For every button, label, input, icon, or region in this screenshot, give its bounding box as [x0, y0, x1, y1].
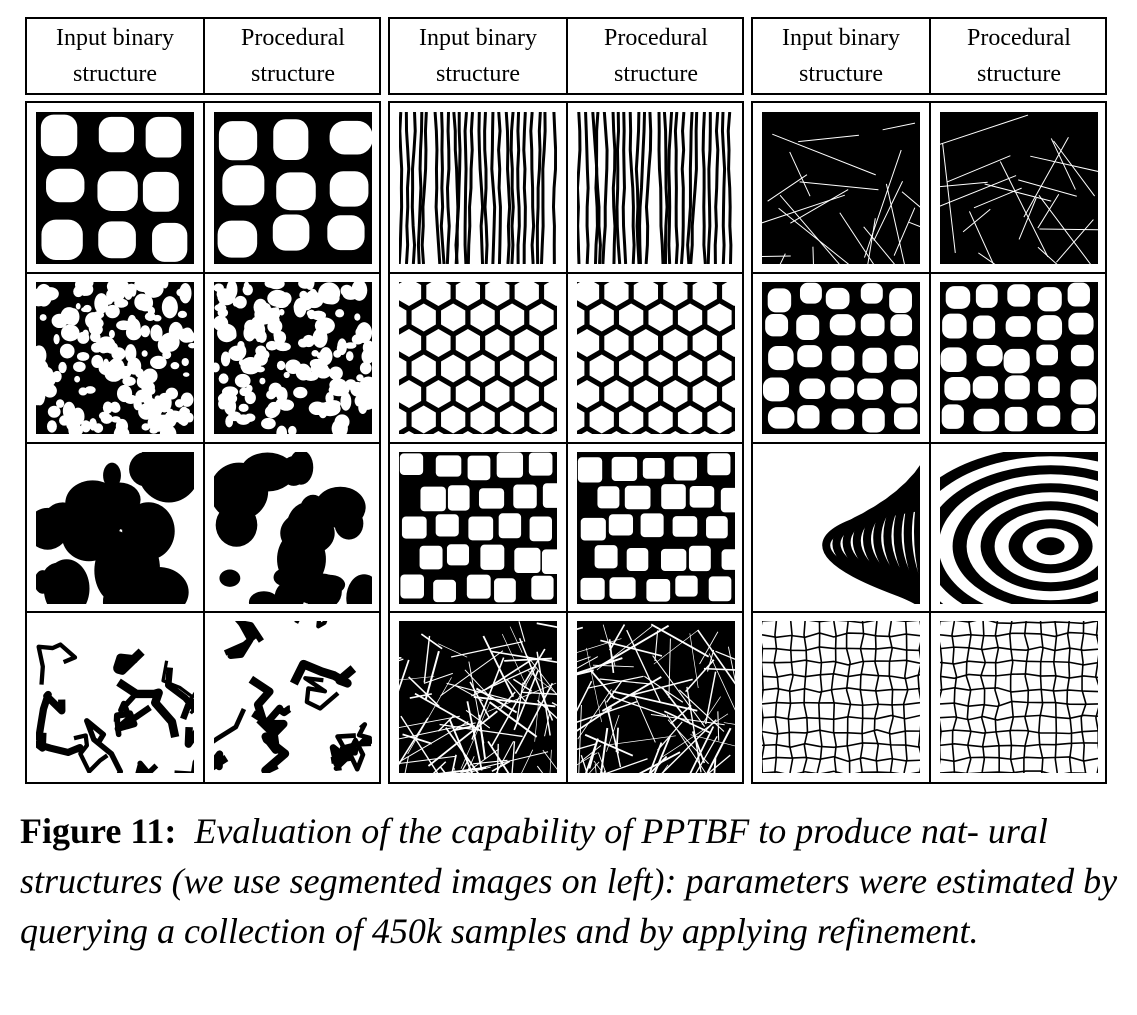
procedural-structure-image: [940, 621, 1098, 774]
header-proc-line2: structure: [614, 61, 698, 87]
header-input-line1: Input binary: [782, 25, 900, 51]
texture-thumbnail: [762, 112, 920, 264]
procedural-structure-image: [577, 281, 735, 434]
header-input: Input binary structure: [27, 19, 203, 93]
texture-thumbnail: [940, 451, 1098, 604]
texture-thumbnail: [36, 112, 194, 264]
header-proc-line1: Procedural: [241, 25, 345, 51]
texture-thumbnail: [36, 281, 194, 434]
panel-header: Input binary structure Procedural struct…: [388, 17, 744, 95]
texture-thumbnail: [399, 112, 557, 264]
procedural-structure-image: [577, 451, 735, 604]
grid-row-divider: [390, 441, 742, 444]
header-procedural: Procedural structure: [205, 19, 381, 93]
input-structure-image: [762, 621, 920, 774]
grid-row-divider: [753, 271, 1105, 274]
procedural-structure-image: [214, 281, 372, 434]
texture-thumbnail: [399, 451, 557, 604]
grid-row-divider: [753, 611, 1105, 614]
procedural-structure-image: [940, 112, 1098, 264]
panel-header: Input binary structure Procedural struct…: [751, 17, 1107, 95]
panel-3: Input binary structure Procedural struct…: [751, 17, 1107, 784]
grid-row-divider: [390, 611, 742, 614]
figure-caption: Figure 11: Evaluation of the capability …: [20, 806, 1120, 956]
procedural-structure-image: [577, 621, 735, 774]
texture-thumbnail: [399, 281, 557, 434]
input-structure-image: [36, 281, 194, 434]
header-procedural: Procedural structure: [568, 19, 744, 93]
procedural-structure-image: [940, 451, 1098, 604]
input-structure-image: [399, 621, 557, 774]
input-structure-image: [762, 451, 920, 604]
header-proc-line2: structure: [977, 61, 1061, 87]
procedural-structure-image: [214, 621, 372, 774]
procedural-structure-image: [214, 451, 372, 604]
header-input-line2: structure: [73, 61, 157, 87]
texture-thumbnail: [214, 451, 372, 604]
procedural-structure-image: [940, 281, 1098, 434]
texture-thumbnail: [577, 281, 735, 434]
texture-thumbnail: [36, 621, 194, 774]
caption-label: Figure 11:: [20, 811, 177, 851]
header-input-line1: Input binary: [56, 25, 174, 51]
grid-row-divider: [27, 271, 379, 274]
texture-thumbnail: [577, 451, 735, 604]
procedural-structure-image: [214, 112, 372, 264]
panel-1: Input binary structure Procedural struct…: [25, 17, 381, 784]
texture-thumbnail: [940, 112, 1098, 264]
texture-thumbnail: [399, 621, 557, 774]
texture-thumbnail: [214, 621, 372, 774]
texture-thumbnail: [762, 451, 920, 604]
texture-thumbnail: [577, 621, 735, 774]
panel-header: Input binary structure Procedural struct…: [25, 17, 381, 95]
texture-thumbnail: [577, 112, 735, 264]
input-structure-image: [762, 281, 920, 434]
texture-thumbnail: [214, 112, 372, 264]
input-structure-image: [399, 281, 557, 434]
header-proc-line1: Procedural: [967, 25, 1071, 51]
texture-thumbnail: [36, 451, 194, 604]
header-input-line2: structure: [799, 61, 883, 87]
grid-row-divider: [27, 441, 379, 444]
panel-2: Input binary structure Procedural struct…: [388, 17, 744, 784]
header-input: Input binary structure: [753, 19, 929, 93]
input-structure-image: [36, 112, 194, 264]
grid-row-divider: [27, 611, 379, 614]
input-structure-image: [36, 451, 194, 604]
caption-text: Evaluation of the capability of PPTBF to…: [20, 811, 1118, 951]
header-input-line1: Input binary: [419, 25, 537, 51]
header-input-line2: structure: [436, 61, 520, 87]
texture-thumbnail: [940, 621, 1098, 774]
header-input: Input binary structure: [390, 19, 566, 93]
panel-grid: [25, 101, 381, 784]
panel-grid: [751, 101, 1107, 784]
grid-row-divider: [390, 271, 742, 274]
header-proc-line1: Procedural: [604, 25, 708, 51]
texture-thumbnail: [214, 281, 372, 434]
panel-grid: [388, 101, 744, 784]
texture-thumbnail: [762, 621, 920, 774]
procedural-structure-image: [577, 112, 735, 264]
header-procedural: Procedural structure: [931, 19, 1107, 93]
grid-row-divider: [753, 441, 1105, 444]
input-structure-image: [399, 112, 557, 264]
header-proc-line2: structure: [251, 61, 335, 87]
input-structure-image: [399, 451, 557, 604]
input-structure-image: [762, 112, 920, 264]
texture-thumbnail: [762, 281, 920, 434]
texture-thumbnail: [940, 281, 1098, 434]
input-structure-image: [36, 621, 194, 774]
